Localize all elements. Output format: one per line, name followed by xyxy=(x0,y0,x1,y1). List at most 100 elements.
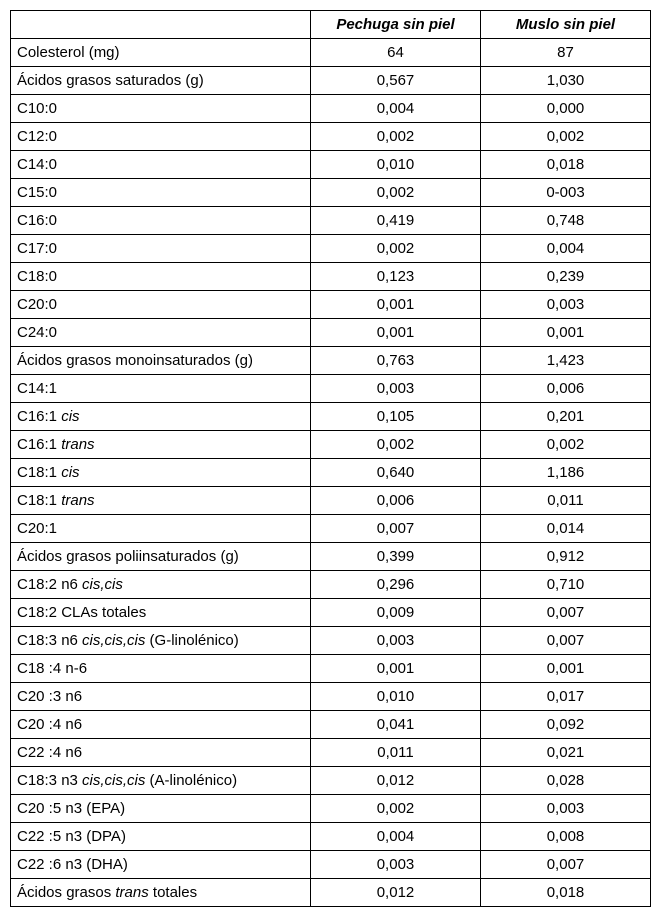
row-label: C10:0 xyxy=(11,95,311,123)
row-muslo-value: 0,003 xyxy=(481,795,651,823)
row-pechuga-value: 0,012 xyxy=(311,879,481,907)
row-pechuga-value: 0,002 xyxy=(311,795,481,823)
row-pechuga-value: 0,041 xyxy=(311,711,481,739)
row-muslo-value: 0,001 xyxy=(481,319,651,347)
row-label: C18 :4 n-6 xyxy=(11,655,311,683)
row-label: Ácidos grasos trans totales xyxy=(11,879,311,907)
row-pechuga-value: 0,296 xyxy=(311,571,481,599)
row-label: C24:0 xyxy=(11,319,311,347)
row-label: C12:0 xyxy=(11,123,311,151)
row-label: C18:0 xyxy=(11,263,311,291)
table-row: C20 :3 n60,0100,017 xyxy=(11,683,651,711)
header-blank xyxy=(11,11,311,39)
row-pechuga-value: 0,567 xyxy=(311,67,481,95)
row-muslo-value: 0,006 xyxy=(481,375,651,403)
table-row: Ácidos grasos monoinsaturados (g)0,7631,… xyxy=(11,347,651,375)
row-muslo-value: 0,912 xyxy=(481,543,651,571)
row-pechuga-value: 0,009 xyxy=(311,599,481,627)
table-row: C15:00,0020-003 xyxy=(11,179,651,207)
table-row: C16:00,4190,748 xyxy=(11,207,651,235)
row-pechuga-value: 0,002 xyxy=(311,235,481,263)
row-label: C15:0 xyxy=(11,179,311,207)
row-pechuga-value: 0,001 xyxy=(311,319,481,347)
row-muslo-value: 0,201 xyxy=(481,403,651,431)
row-muslo-value: 0,007 xyxy=(481,627,651,655)
header-pechuga: Pechuga sin piel xyxy=(311,11,481,39)
table-row: C20:00,0010,003 xyxy=(11,291,651,319)
table-row: C18:1 cis0,6401,186 xyxy=(11,459,651,487)
row-label: C18:3 n3 cis,cis,cis (A-linolénico) xyxy=(11,767,311,795)
row-label: C16:1 trans xyxy=(11,431,311,459)
row-muslo-value: 87 xyxy=(481,39,651,67)
row-muslo-value: 0,007 xyxy=(481,851,651,879)
table-row: C18:00,1230,239 xyxy=(11,263,651,291)
row-muslo-value: 0-003 xyxy=(481,179,651,207)
row-pechuga-value: 0,399 xyxy=(311,543,481,571)
table-row: Ácidos grasos poliinsaturados (g)0,3990,… xyxy=(11,543,651,571)
table-row: Ácidos grasos trans totales0,0120,018 xyxy=(11,879,651,907)
row-label: C16:1 cis xyxy=(11,403,311,431)
row-label: C20 :4 n6 xyxy=(11,711,311,739)
row-label: C20 :3 n6 xyxy=(11,683,311,711)
fatty-acids-table: Pechuga sin piel Muslo sin piel Colester… xyxy=(10,10,651,907)
row-pechuga-value: 0,011 xyxy=(311,739,481,767)
table-row: C20:10,0070,014 xyxy=(11,515,651,543)
row-label: Colesterol (mg) xyxy=(11,39,311,67)
table-row: C18:2 CLAs totales0,0090,007 xyxy=(11,599,651,627)
row-label: Ácidos grasos monoinsaturados (g) xyxy=(11,347,311,375)
row-label: C20 :5 n3 (EPA) xyxy=(11,795,311,823)
row-muslo-value: 0,710 xyxy=(481,571,651,599)
row-pechuga-value: 0,012 xyxy=(311,767,481,795)
row-muslo-value: 1,030 xyxy=(481,67,651,95)
row-label: C20:1 xyxy=(11,515,311,543)
row-pechuga-value: 0,105 xyxy=(311,403,481,431)
row-pechuga-value: 0,002 xyxy=(311,123,481,151)
row-muslo-value: 0,021 xyxy=(481,739,651,767)
table-row: C20 :4 n60,0410,092 xyxy=(11,711,651,739)
table-row: C22 :4 n60,0110,021 xyxy=(11,739,651,767)
row-muslo-value: 1,423 xyxy=(481,347,651,375)
row-pechuga-value: 64 xyxy=(311,39,481,67)
table-header-row: Pechuga sin piel Muslo sin piel xyxy=(11,11,651,39)
table-row: C17:00,0020,004 xyxy=(11,235,651,263)
table-row: C22 :5 n3 (DPA)0,0040,008 xyxy=(11,823,651,851)
row-pechuga-value: 0,003 xyxy=(311,627,481,655)
row-label: Ácidos grasos poliinsaturados (g) xyxy=(11,543,311,571)
row-muslo-value: 0,017 xyxy=(481,683,651,711)
row-pechuga-value: 0,004 xyxy=(311,823,481,851)
row-pechuga-value: 0,763 xyxy=(311,347,481,375)
row-label: C18:1 cis xyxy=(11,459,311,487)
row-pechuga-value: 0,007 xyxy=(311,515,481,543)
table-row: Colesterol (mg)6487 xyxy=(11,39,651,67)
row-label: C20:0 xyxy=(11,291,311,319)
row-label: C18:2 n6 cis,cis xyxy=(11,571,311,599)
row-muslo-value: 0,239 xyxy=(481,263,651,291)
row-muslo-value: 0,001 xyxy=(481,655,651,683)
table-row: C24:00,0010,001 xyxy=(11,319,651,347)
row-muslo-value: 0,000 xyxy=(481,95,651,123)
row-label: C22 :4 n6 xyxy=(11,739,311,767)
table-row: C10:00,0040,000 xyxy=(11,95,651,123)
table-row: C16:1 cis0,1050,201 xyxy=(11,403,651,431)
row-label: C22 :5 n3 (DPA) xyxy=(11,823,311,851)
table-body: Colesterol (mg)6487Ácidos grasos saturad… xyxy=(11,39,651,907)
row-label: C17:0 xyxy=(11,235,311,263)
row-muslo-value: 0,011 xyxy=(481,487,651,515)
row-muslo-value: 0,748 xyxy=(481,207,651,235)
row-label: C18:1 trans xyxy=(11,487,311,515)
row-label: C18:3 n6 cis,cis,cis (G-linolénico) xyxy=(11,627,311,655)
row-pechuga-value: 0,010 xyxy=(311,151,481,179)
row-label: C22 :6 n3 (DHA) xyxy=(11,851,311,879)
row-muslo-value: 0,003 xyxy=(481,291,651,319)
table-row: C16:1 trans0,0020,002 xyxy=(11,431,651,459)
row-muslo-value: 0,008 xyxy=(481,823,651,851)
row-pechuga-value: 0,003 xyxy=(311,375,481,403)
header-muslo: Muslo sin piel xyxy=(481,11,651,39)
row-pechuga-value: 0,123 xyxy=(311,263,481,291)
table-row: C14:10,0030,006 xyxy=(11,375,651,403)
row-label: Ácidos grasos saturados (g) xyxy=(11,67,311,95)
row-muslo-value: 0,028 xyxy=(481,767,651,795)
row-label: C14:0 xyxy=(11,151,311,179)
table-row: C22 :6 n3 (DHA)0,0030,007 xyxy=(11,851,651,879)
table-row: C18:3 n3 cis,cis,cis (A-linolénico)0,012… xyxy=(11,767,651,795)
